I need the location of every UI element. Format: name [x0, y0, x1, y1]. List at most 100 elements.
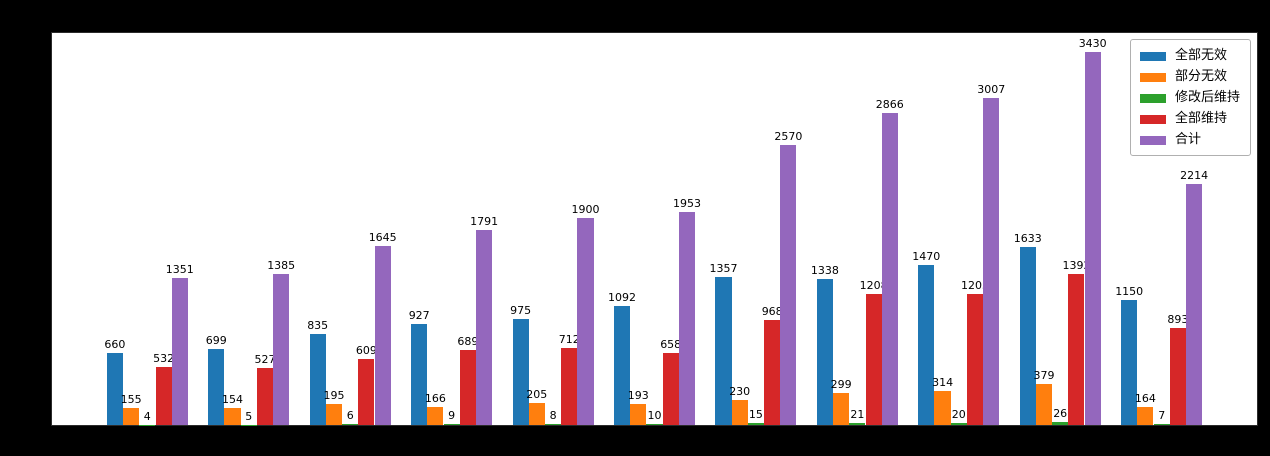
- bar-series0-group2: [309, 334, 326, 425]
- bar-series3-group8: [966, 294, 984, 425]
- bar-series4-group7: [881, 113, 898, 425]
- bar-value-label: 155: [120, 393, 142, 407]
- legend-label-fully-maintained: 全部维持: [1174, 111, 1227, 126]
- legend-swatch-all-invalid: [1139, 51, 1166, 61]
- legend-label-partially-invalid: 部分无效: [1174, 69, 1227, 84]
- bar-value-label: 5: [245, 409, 253, 423]
- plot-area: 660 155 4 532 1351 699 154 5 527 1385 835 195 6 609 16…: [51, 32, 1258, 426]
- bar-value-label: 927: [408, 309, 430, 323]
- bar-value-label: 166: [424, 391, 446, 405]
- bar-series3-group7: [865, 293, 882, 425]
- bar-value-label: 4: [143, 409, 151, 423]
- bar-series2-group2: [342, 424, 359, 425]
- bar-value-label: 1392: [1062, 258, 1091, 272]
- bar-value-label: 7: [1158, 409, 1166, 423]
- bar-series0-group7: [816, 279, 833, 425]
- legend-item-total: 合计: [1139, 132, 1240, 148]
- bar-series3-group1: [256, 367, 274, 425]
- bar-value-label: 205: [526, 387, 548, 401]
- bar-value-label: 8: [549, 409, 557, 423]
- bar-value-label: 835: [307, 319, 329, 333]
- bar-series1-group6: [731, 400, 748, 425]
- bar-series0-group5: [613, 306, 631, 425]
- bar-value-label: 609: [355, 343, 377, 357]
- bar-value-label: 15: [748, 408, 763, 422]
- bar-value-label: 1385: [267, 259, 296, 273]
- bar-series1-group9: [1035, 383, 1053, 425]
- bar-series0-group1: [208, 348, 225, 425]
- bar-series0-group6: [715, 277, 732, 425]
- bar-value-label: 195: [323, 388, 345, 402]
- bar-series4-group5: [678, 212, 695, 425]
- bar-series4-group10: [1186, 184, 1203, 425]
- bar-series2-group9: [1052, 422, 1069, 425]
- bar-series4-group4: [577, 218, 594, 425]
- bar-value-label: 2214: [1180, 169, 1209, 182]
- bar-value-label: 9: [448, 409, 456, 422]
- bar-value-label: 660: [104, 338, 126, 352]
- legend-item-partially-invalid: 部分无效: [1139, 69, 1240, 85]
- bar-value-label: 1150: [1115, 284, 1144, 298]
- bar-series1-group3: [427, 406, 444, 425]
- bar-series0-group0: [106, 353, 123, 425]
- legend-swatch-total: [1139, 135, 1166, 145]
- bar-series4-group0: [171, 277, 188, 425]
- bar-value-label: 1092: [608, 291, 636, 305]
- bar-value-label: 968: [761, 304, 783, 318]
- bar-series2-group4: [545, 424, 562, 425]
- legend-item-fully-maintained: 全部维持: [1139, 111, 1240, 127]
- bar-value-label: 3007: [977, 82, 1006, 96]
- bar-value-label: 527: [254, 352, 276, 366]
- bar-value-label: 1791: [470, 215, 499, 228]
- bar-value-label: 26: [1053, 407, 1068, 421]
- legend-swatch-maintained-after-amendment: [1139, 93, 1166, 103]
- legend: 全部无效 部分无效 修改后维持 全部维持 合计: [1129, 39, 1251, 156]
- bar-value-label: 230: [729, 385, 751, 398]
- bar-series3-group0: [155, 367, 172, 425]
- bar-series0-group10: [1121, 299, 1138, 425]
- bar-value-label: 6: [346, 409, 354, 423]
- bar-value-label: 10: [647, 408, 662, 422]
- bar-value-label: 193: [627, 389, 649, 402]
- bar-value-label: 1900: [571, 203, 600, 217]
- bar-series1-group2: [325, 403, 343, 425]
- legend-swatch-fully-maintained: [1139, 114, 1166, 124]
- bar-value-label: 21: [850, 407, 865, 421]
- bar-value-label: 1633: [1013, 232, 1042, 246]
- bar-value-label: 532: [153, 352, 175, 366]
- bar-series3-group9: [1068, 273, 1085, 425]
- bar-value-label: 1208: [859, 278, 888, 292]
- bar-value-label: 658: [660, 338, 682, 352]
- bar-series1-group8: [934, 390, 951, 425]
- bar-series2-group8: [950, 422, 967, 425]
- bar-series2-group3: [443, 424, 460, 425]
- bar-value-label: 1470: [912, 250, 941, 263]
- bar-series0-group4: [512, 318, 529, 425]
- legend-item-all-invalid: 全部无效: [1139, 48, 1240, 64]
- bar-value-label: 379: [1033, 368, 1055, 382]
- bar-series2-group6: [747, 423, 764, 425]
- bar-series1-group7: [833, 392, 850, 425]
- bar-value-label: 1338: [810, 264, 839, 278]
- bar-value-label: 20: [951, 407, 966, 421]
- bar-value-label: 2866: [875, 98, 904, 111]
- bar-value-label: 712: [558, 332, 580, 346]
- bar-series2-group10: [1153, 424, 1170, 425]
- bar-series2-group7: [849, 422, 866, 425]
- bar-value-label: 689: [457, 335, 479, 348]
- legend-label-all-invalid: 全部无效: [1174, 48, 1227, 63]
- bar-series4-group9: [1084, 51, 1101, 425]
- legend-label-maintained-after-amendment: 修改后维持: [1174, 90, 1240, 105]
- bar-series0-group3: [411, 324, 428, 425]
- legend-item-maintained-after-amendment: 修改后维持: [1139, 90, 1240, 106]
- bar-value-label: 154: [222, 393, 243, 407]
- bar-value-label: 1953: [673, 197, 701, 211]
- bar-series4-group3: [476, 230, 493, 425]
- bar-value-label: 975: [510, 303, 532, 317]
- bars-layer: 660 155 4 532 1351 699 154 5 527 1385 835 195 6 609 16…: [52, 33, 1257, 425]
- bar-series0-group9: [1019, 247, 1036, 425]
- bar-value-label: 299: [830, 377, 852, 391]
- bar-series3-group5: [662, 353, 679, 425]
- bar-series2-group5: [646, 423, 663, 425]
